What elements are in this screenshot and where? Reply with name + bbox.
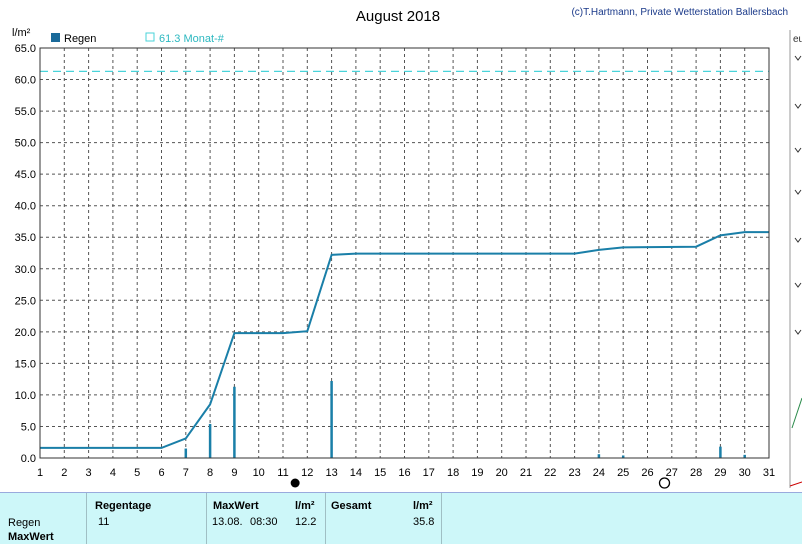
x-tick-label: 15: [374, 467, 386, 479]
new-moon-icon: [658, 477, 671, 489]
maxwert-time: 08:30: [250, 516, 278, 528]
y-tick-label: 60.0: [15, 75, 36, 87]
x-tick-label: 30: [739, 467, 751, 479]
rain-chart: August 2018 (c)T.Hartmann, Private Wette…: [12, 7, 802, 489]
x-tick-label: 21: [520, 467, 532, 479]
side-panel: eu: [789, 30, 802, 488]
x-axis-ticks: 1 2 3 4 5 6 7 8 9 10 11 12 13 14 15 16 17 18 19 20 21 22 23 24 2…: [37, 467, 775, 479]
x-tick-label: 2: [61, 467, 67, 479]
y-tick-label: 25.0: [15, 295, 36, 307]
legend-month-swatch: [145, 32, 155, 42]
row-label-maxwert: MaxWert: [8, 531, 54, 543]
row-label-regen: Regen: [8, 517, 41, 529]
header-regentage: Regentage: [95, 500, 152, 512]
x-tick-label: 26: [641, 467, 653, 479]
x-tick-label: 18: [447, 467, 459, 479]
y-tick-label: 45.0: [15, 169, 36, 181]
cumulative-rain-line: [40, 231, 769, 449]
y-tick-label: 50.0: [15, 138, 36, 150]
x-tick-label: 4: [110, 467, 116, 479]
x-tick-label: 9: [231, 467, 237, 479]
y-tick-label: 35.0: [15, 232, 36, 244]
x-tick-label: 5: [134, 467, 140, 479]
x-tick-label: 24: [593, 467, 605, 479]
header-maxwert: MaxWert: [213, 500, 259, 512]
y-tick-label: 55.0: [15, 106, 36, 118]
x-tick-label: 16: [398, 467, 410, 479]
x-tick-label: 10: [253, 467, 265, 479]
y-unit-label: l/m²: [12, 27, 31, 39]
x-tick-label: 13: [325, 467, 337, 479]
y-tick-label: 10.0: [15, 390, 36, 402]
credit-text: (c)T.Hartmann, Private Wetterstation Bal…: [571, 7, 788, 18]
full-moon-icon: [290, 478, 300, 488]
side-trend-line: [791, 397, 802, 429]
x-tick-label: 3: [86, 467, 92, 479]
maxwert-date: 13.08.: [212, 516, 243, 528]
side-red-line: [789, 481, 802, 487]
legend-rain-swatch: [51, 33, 60, 42]
plot-frame: [39, 47, 770, 459]
y-tick-label: 65.0: [15, 43, 36, 55]
x-tick-label: 27: [666, 467, 678, 479]
summary-table: Regen MaxWert Regentage 11 MaxWert 13.08…: [0, 492, 802, 544]
x-tick-label: 25: [617, 467, 629, 479]
maxwert-unit: l/m²: [295, 500, 315, 512]
y-tick-label: 0.0: [21, 453, 36, 465]
x-tick-label: 29: [714, 467, 726, 479]
regentage-value: 11: [98, 516, 110, 528]
x-tick-label: 28: [690, 467, 702, 479]
x-tick-label: 17: [423, 467, 435, 479]
gesamt-unit: l/m²: [413, 500, 433, 512]
daily-rain-bars: [184, 381, 746, 458]
y-axis-ticks: 0.0 5.0 10.0 15.0 20.0 25.0 30.0 35.0 40.0 45.0 50…: [15, 43, 36, 465]
x-tick-label: 22: [544, 467, 556, 479]
x-tick-label: 11: [277, 467, 288, 479]
gesamt-value: 35.8: [413, 516, 435, 528]
maxwert-value: 12.2: [295, 516, 317, 528]
x-tick-label: 31: [763, 467, 775, 479]
x-tick-label: 23: [568, 467, 580, 479]
side-panel-fragment: eu: [793, 34, 802, 45]
y-tick-label: 30.0: [15, 264, 36, 276]
x-tick-label: 6: [158, 467, 164, 479]
chart-title: August 2018: [356, 8, 440, 25]
x-tick-label: 12: [301, 467, 313, 479]
x-tick-label: 20: [496, 467, 508, 479]
side-arrow-icons: [794, 55, 802, 335]
y-tick-label: 5.0: [21, 421, 36, 433]
x-tick-label: 19: [471, 467, 483, 479]
x-tick-label: 14: [350, 467, 362, 479]
x-tick-label: 8: [207, 467, 213, 479]
x-tick-label: 1: [37, 467, 43, 479]
y-tick-label: 15.0: [15, 358, 36, 370]
legend-rain-label: Regen: [64, 33, 96, 45]
x-tick-label: 7: [183, 467, 189, 479]
y-tick-label: 20.0: [15, 327, 36, 339]
y-tick-label: 40.0: [15, 201, 36, 213]
header-gesamt: Gesamt: [331, 500, 372, 512]
legend-month-label: 61.3 Monat-#: [159, 33, 225, 45]
